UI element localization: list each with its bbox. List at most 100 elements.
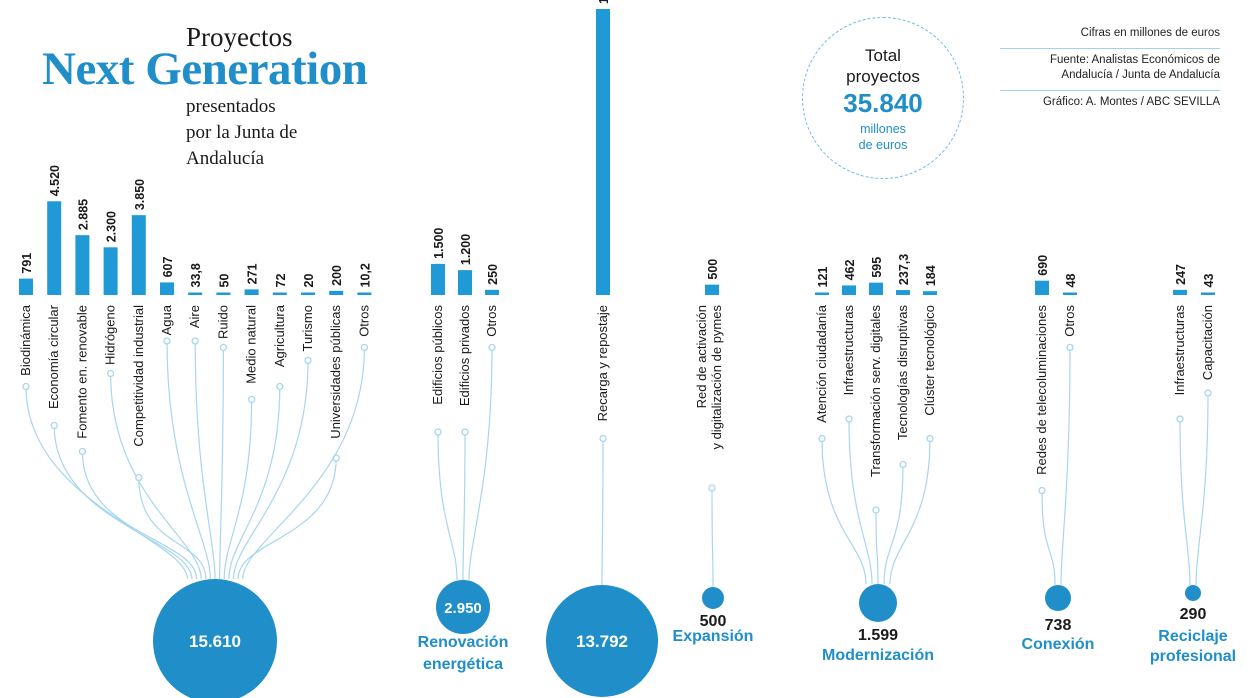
category-label-g0-fomento-en-renovable: Fomento en. renovable [74, 305, 89, 439]
category-label-g0-agricultura: Agricultura [272, 304, 287, 367]
value-label-g4-infraestructuras: 462 [843, 260, 857, 281]
bar-g4-transformacion-serv-digitales [869, 282, 883, 295]
connector-g0-economia-circular [53, 425, 193, 580]
group-circle-g5 [1045, 585, 1071, 611]
bar-g6-infraestructuras [1173, 289, 1187, 295]
group-total-g2: 13.792 [576, 632, 628, 651]
bar-g4-atencion-ciudadania [815, 292, 829, 295]
value-label-g4-tecnologias-disruptivas: 237,3 [897, 254, 911, 285]
category-label-g0-turismo: Turismo [300, 305, 315, 351]
label-dot-g1-otros [488, 343, 496, 352]
group-circle-g3 [702, 587, 724, 609]
category-label-g4-atencion-ciudadania: Atención ciudadanía [814, 304, 829, 423]
category-label-g6-infraestructuras: Infraestructuras [1172, 305, 1187, 396]
connector-g5-otros [1060, 347, 1071, 586]
category-label-g1-otros: Otros [484, 305, 499, 337]
value-label-g1-otros: 250 [486, 264, 500, 285]
connector-g0-hidrogeno [110, 373, 202, 580]
connector-g1-otros [468, 347, 493, 581]
label-dot-g0-otros [360, 343, 369, 352]
group-total-g4: 1.599 [858, 627, 898, 644]
value-label-g1-edificios-privados: 1.200 [459, 234, 473, 265]
value-label-g0-otros: 10,2 [358, 263, 372, 287]
bar-g0-turismo [301, 292, 315, 295]
label-dot-g6-infraestructuras [1176, 415, 1184, 423]
bar-g4-infraestructuras [842, 285, 856, 295]
group-circle-g0 [153, 579, 277, 698]
bar-g0-universidades-publicas [329, 290, 344, 295]
category-label-g4-transformacion-serv-digitales: Transformación serv. digitales [868, 305, 883, 477]
label-dot-g1-edificios-privados [461, 428, 469, 436]
category-label-g1-edificios-privados: Edificios privados [457, 305, 472, 407]
group-name-g1-b: energética [423, 656, 503, 673]
value-label-g0-economia-circular: 4.520 [48, 165, 62, 196]
subtitle-line-1: presentados [186, 96, 276, 117]
connector-g4-infraestructuras [848, 418, 873, 585]
group-circle-g1 [436, 580, 490, 634]
total-unit-2: de euros [858, 138, 908, 152]
label-dot-g0-biodinamica [22, 382, 30, 391]
label-dot-g4-atencion-ciudadania [818, 434, 826, 443]
category-label-g5-otros: Otros [1062, 305, 1077, 337]
label-dot-g5-otros [1066, 343, 1074, 352]
group-circle-g4 [859, 584, 897, 622]
connector-g0-biodinamica [25, 386, 188, 580]
bar-g0-hidrogeno [103, 247, 118, 295]
group-total-g3: 500 [700, 613, 727, 630]
bar-g0-otros [357, 292, 372, 295]
label-dot-g6-capacitacion [1204, 389, 1212, 397]
subtitle-line-3: Andalucía [186, 148, 265, 169]
label-dot-g0-agricultura [276, 382, 284, 391]
group-total-g1: 2.950 [444, 600, 482, 617]
value-label-g1-edificios-publicos: 1.500 [432, 228, 446, 259]
category-label-g0-medio-natural: Medio natural [244, 305, 259, 384]
notes-panel: Cifras en millones de euros Fuente: Anal… [1000, 22, 1220, 117]
bar-g0-fomento-en-renovable [75, 235, 90, 295]
label-dot-g0-medio-natural [247, 395, 256, 404]
value-label-g3-red-de-activacion-y-digitalizacion-de-pymes: 500 [706, 259, 720, 280]
connector-g5-redes-de-telecoluminaciones [1041, 490, 1056, 586]
value-label-g4-atencion-ciudadania: 121 [816, 267, 830, 288]
total-unit-1: millones [860, 122, 906, 136]
label-dot-g5-redes-de-telecoluminaciones [1038, 486, 1046, 495]
group-name-g5: Conexión [1022, 636, 1095, 653]
bar-g0-ruido [216, 292, 231, 295]
label-dot-g4-transformacion-serv-digitales [872, 506, 880, 514]
bar-g0-competitividad-industrial [131, 215, 146, 295]
label-dot-g3-red-de-activacion-y-digitalizacion-de-pymes [708, 484, 716, 492]
bar-g0-biodinamica [19, 278, 33, 295]
connector-g0-agua [166, 340, 211, 580]
category-label-g0-otros: Otros [356, 305, 371, 337]
bar-g0-agricultura [272, 292, 287, 295]
title-top: Proyectos [186, 22, 293, 52]
bar-g4-tecnologias-disruptivas [896, 290, 910, 295]
category-label-g0-biodinamica: Biodinámica [18, 304, 33, 376]
bar-g0-medio-natural [244, 289, 259, 295]
value-label-g0-turismo: 20 [302, 274, 316, 288]
group-circle-g2 [546, 585, 658, 697]
label-dot-g0-ruido [219, 343, 228, 352]
category-label-g0-aire: Aire [187, 305, 202, 328]
bar-g6-capacitacion [1201, 292, 1215, 295]
value-label-g0-ruido: 50 [217, 274, 231, 288]
label-dot-g0-aire [191, 337, 199, 345]
category-label-g2-recarga-y-repostaje: Recarga y repostaje [595, 305, 610, 421]
value-label-g2-recarga-y-repostaje: 13.792 [597, 0, 611, 4]
category-label-g4-tecnologias-disruptivas: Tecnologías disruptivas [895, 305, 910, 441]
group-total-g6: 290 [1180, 606, 1207, 623]
category-label-g3-red-de-activacion-y-digitalizacion-de-pymes-b: y digitalización de pymes [709, 305, 724, 450]
total-value: 35.840 [843, 88, 923, 118]
value-label-g0-medio-natural: 271 [246, 263, 260, 284]
page-title: Next Generation [42, 43, 368, 95]
value-label-g0-biodinamica: 791 [20, 253, 34, 274]
bar-g5-redes-de-telecoluminaciones [1035, 280, 1049, 295]
connector-g2-recarga-y-repostaje [601, 438, 604, 586]
value-label-g0-competitividad-industrial: 3.850 [133, 179, 147, 210]
value-label-g0-aire: 33,8 [189, 263, 203, 287]
group-total-g0: 15.610 [189, 632, 241, 651]
value-label-g0-fomento-en-renovable: 2.885 [76, 199, 90, 230]
bar-g0-aire [188, 292, 203, 295]
connector-g0-ruido [219, 347, 224, 580]
connector-g0-competitividad-industrial [138, 477, 207, 580]
